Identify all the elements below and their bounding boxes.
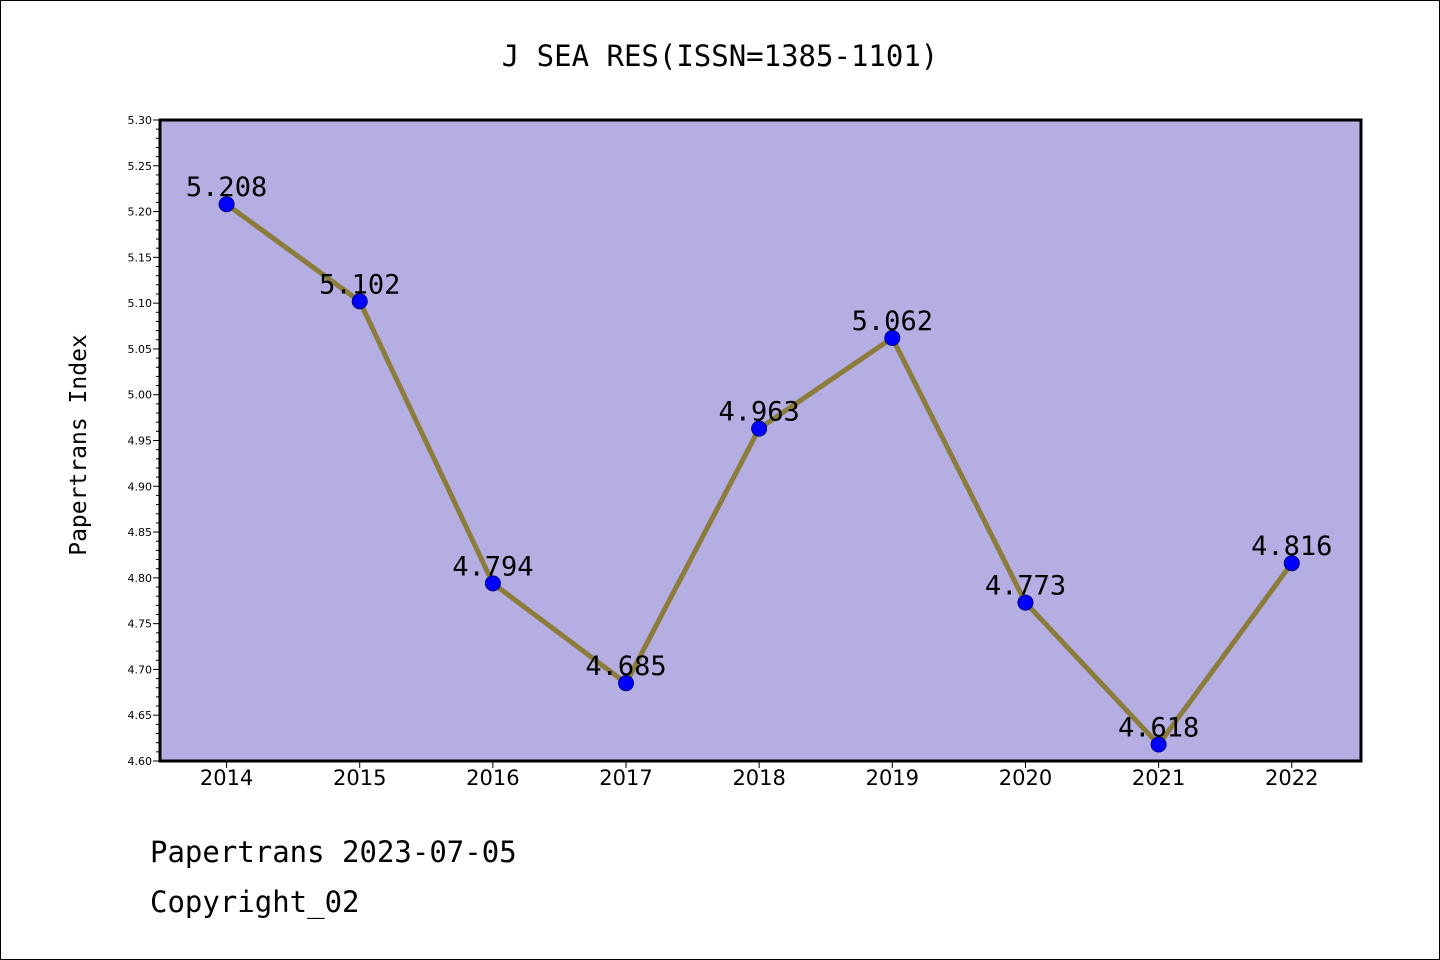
footer-date-text: Papertrans 2023-07-05 bbox=[150, 835, 517, 869]
data-label: 4.794 bbox=[452, 551, 533, 582]
data-label: 5.062 bbox=[852, 306, 933, 337]
data-point-marker bbox=[1283, 555, 1300, 572]
y-tick-label: 4.70 bbox=[128, 663, 153, 676]
data-point-marker bbox=[884, 329, 901, 346]
data-label: 4.963 bbox=[719, 397, 800, 428]
data-point-marker bbox=[1150, 736, 1167, 753]
y-tick-label: 5.05 bbox=[128, 343, 153, 356]
data-label: 5.102 bbox=[319, 269, 400, 300]
y-tick-label: 4.75 bbox=[128, 618, 153, 631]
y-tick-label: 5.00 bbox=[128, 389, 153, 402]
x-tick-label: 2017 bbox=[599, 766, 652, 790]
x-tick-label: 2022 bbox=[1265, 766, 1318, 790]
y-tick-label: 5.15 bbox=[128, 251, 153, 264]
x-tick-label: 2016 bbox=[466, 766, 519, 790]
y-tick-label: 4.95 bbox=[128, 435, 153, 448]
x-tick-label: 2019 bbox=[866, 766, 919, 790]
data-label: 5.208 bbox=[186, 172, 267, 203]
x-tick-label: 2018 bbox=[732, 766, 785, 790]
y-axis-label: Papertrans Index bbox=[66, 334, 92, 556]
data-point-marker bbox=[218, 196, 235, 213]
x-tick-label: 2021 bbox=[1132, 766, 1185, 790]
y-tick-label: 5.25 bbox=[128, 160, 153, 173]
x-tick-label: 2014 bbox=[200, 766, 253, 790]
x-tick-label: 2020 bbox=[999, 766, 1052, 790]
data-label: 4.685 bbox=[585, 651, 666, 682]
data-point-marker bbox=[351, 293, 368, 310]
data-label: 4.773 bbox=[985, 571, 1066, 602]
plot-border bbox=[158, 118, 1363, 763]
y-tick-label: 5.10 bbox=[128, 297, 153, 310]
data-label: 4.816 bbox=[1251, 531, 1332, 562]
data-point-marker bbox=[484, 575, 501, 592]
y-tick-label: 4.90 bbox=[128, 480, 153, 493]
y-tick-label: 4.80 bbox=[128, 572, 153, 585]
plot-background bbox=[160, 120, 1361, 761]
y-tick-label: 4.60 bbox=[128, 755, 153, 768]
x-tick-label: 2015 bbox=[333, 766, 386, 790]
footer-copyright-text: Copyright_02 bbox=[150, 885, 360, 919]
y-tick-label: 4.85 bbox=[128, 526, 153, 539]
y-tick-label: 5.30 bbox=[128, 114, 153, 127]
data-point-marker bbox=[1017, 594, 1034, 611]
data-point-marker bbox=[751, 420, 768, 437]
chart-title: J SEA RES(ISSN=1385-1101) bbox=[502, 39, 939, 73]
data-point-marker bbox=[618, 675, 635, 692]
y-tick-label: 4.65 bbox=[128, 709, 153, 722]
data-label: 4.618 bbox=[1118, 713, 1199, 744]
y-tick-label: 5.20 bbox=[128, 206, 153, 219]
plot-layer: 4.60 4.65 4.70 4.75 4.80 4.85 4.90 4.95 5.00 5.05… bbox=[128, 114, 1363, 790]
